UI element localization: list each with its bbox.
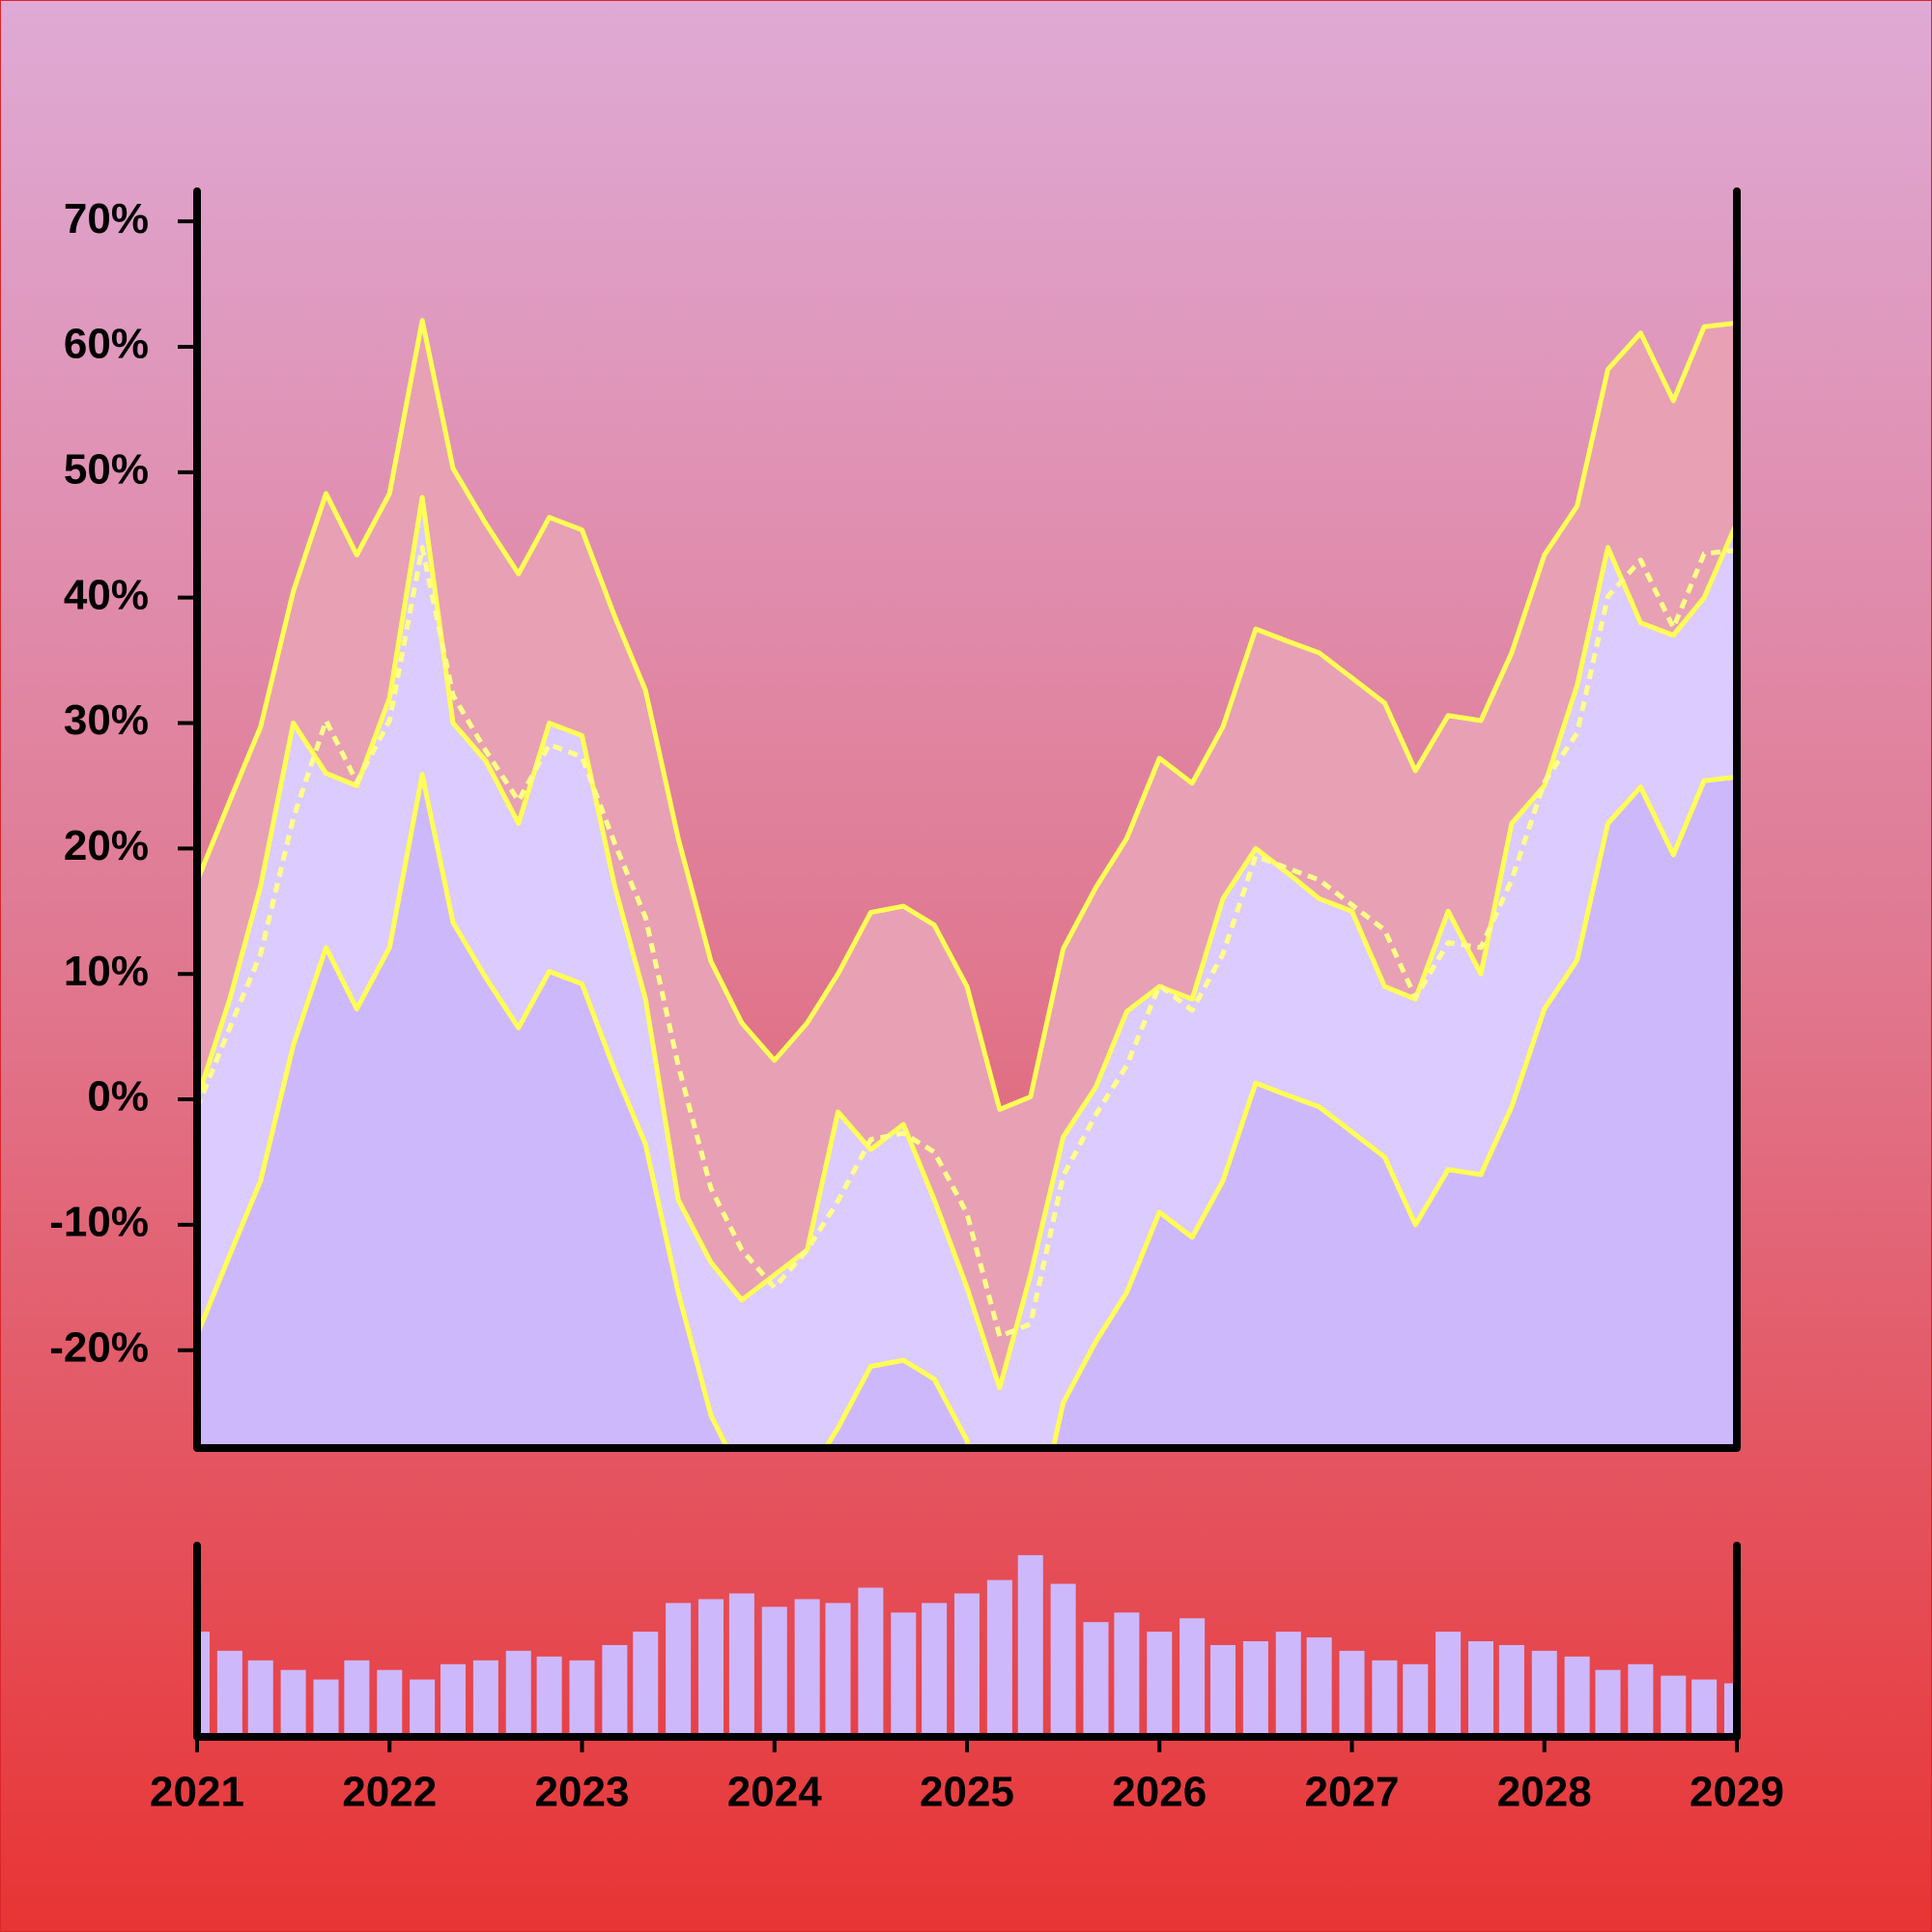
axes: -20% -10% 0% 10% 20% 30% 40% 50% 60% 70% 2021 2022 2… [49,187,1784,1816]
volume-bar [1209,1644,1236,1737]
volume-bar [569,1660,595,1737]
volume-bar [1372,1660,1398,1737]
volume-bar [761,1606,787,1737]
y-tick-label: 70% [64,195,149,242]
volume-bar [1017,1554,1043,1737]
volume-bar [1691,1679,1718,1737]
x-tick-label: 2028 [1497,1769,1592,1816]
volume-bar [536,1656,562,1737]
y-tick-label: -20% [49,1323,149,1371]
volume-plot [201,1554,1733,1737]
area [197,774,1737,1448]
volume-bar [858,1587,884,1737]
volume-bar [216,1650,242,1737]
volume-bar [602,1644,628,1737]
volume-bar [1661,1675,1687,1737]
volume-bar [1498,1644,1524,1737]
volume-bar [1628,1663,1654,1737]
volume-bar [1114,1612,1140,1737]
axis-frame [193,187,1741,1452]
volume-bar [825,1603,851,1737]
y-tick-label: 0% [87,1073,149,1121]
volume-bar [344,1660,370,1737]
volume-bar [986,1579,1012,1737]
x-tick-label: 2022 [342,1769,437,1816]
volume-bar [1403,1663,1429,1737]
volume-bar [1275,1632,1301,1737]
volume-bar [1083,1622,1109,1737]
x-tick-label: 2029 [1690,1769,1784,1816]
line [197,318,1737,1112]
volume-bar [313,1679,339,1737]
volume-bar [953,1593,980,1737]
y-tick-label: 10% [64,948,149,995]
volume-bar [1531,1650,1557,1737]
line [197,772,1737,1448]
y-tick-label: 20% [64,822,149,869]
volume-bar [1595,1669,1621,1737]
volume-bar [794,1599,820,1737]
volume-bar [440,1663,467,1737]
volume-bar [1435,1632,1462,1737]
x-tick-label: 2027 [1305,1769,1400,1816]
volume-bar [505,1650,531,1737]
volume-bar [1467,1641,1494,1737]
volume-bar [666,1603,692,1737]
volume-bar [1242,1641,1268,1737]
x-tick-label: 2021 [150,1769,244,1816]
x-tick-label: 2025 [920,1769,1014,1816]
volume-bar [201,1632,211,1737]
y-tick-label: -10% [49,1199,149,1246]
volume-bar [377,1669,403,1737]
x-tick-label: 2024 [727,1769,822,1816]
axis-frame [193,1542,1741,1741]
y-tick-label: 30% [64,696,149,744]
volume-bar [697,1599,724,1737]
x-tick-label: 2023 [535,1769,630,1816]
volume-bar [1723,1683,1733,1737]
volume-bar [1179,1618,1206,1737]
volume-bar [891,1612,917,1737]
volume-bar [1050,1583,1076,1737]
volume-bar [728,1593,754,1737]
y-tick-label: 40% [64,571,149,618]
moving-average-line [197,545,1737,1339]
x-tick-label: 2026 [1112,1769,1207,1816]
volume-bar [410,1679,436,1737]
main-plot [197,318,1737,1448]
volume-bar [1306,1637,1332,1737]
volume-bar [1339,1650,1365,1737]
volume-bar [1564,1656,1590,1737]
volume-bar [1147,1632,1173,1737]
line [197,495,1737,1391]
y-tick-label: 60% [64,321,149,368]
volume-bar [633,1632,659,1737]
y-tick-label: 50% [64,445,149,493]
volume-bar [280,1669,306,1737]
volume-bar [922,1603,948,1737]
volume-bar [472,1660,498,1737]
volume-bar [247,1660,273,1737]
